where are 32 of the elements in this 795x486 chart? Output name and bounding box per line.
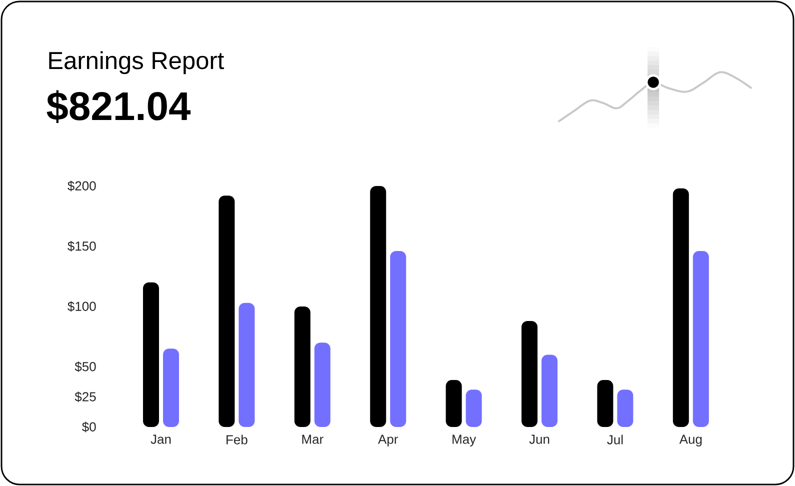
bar [672,188,689,427]
bar [143,282,160,427]
y-tick-label: $200 [68,180,96,192]
bar [294,306,310,427]
y-tick-label: $150 [68,240,96,252]
y-tick-label: $50 [74,361,96,372]
x-tick-label: Apr [378,434,398,446]
y-tick-label: $25 [74,392,96,402]
bar [692,251,709,427]
x-tick-label: Mar [302,434,324,444]
x-tick-label: Jan [150,434,171,444]
bar [218,196,235,427]
bar [163,348,180,427]
chart-subtitle: $821.04 [46,90,191,123]
x-tick-label: Jun [529,434,550,444]
bar [446,380,462,427]
bar [370,186,386,427]
bar [238,302,255,427]
x-tick-label: Feb [226,434,248,444]
y-tick-label: $100 [68,301,96,312]
y-tick-label: $0 [82,422,96,432]
bar [466,390,482,427]
bar [617,390,634,427]
bar [390,251,406,427]
x-tick-label: May [452,434,476,446]
x-tick-label: Jul [607,434,623,444]
x-tick-label: Aug [679,434,702,446]
bar [522,320,538,427]
bar [314,342,330,427]
bar [597,380,614,427]
bar [542,354,558,427]
chart-title: Earnings Report [49,51,224,74]
